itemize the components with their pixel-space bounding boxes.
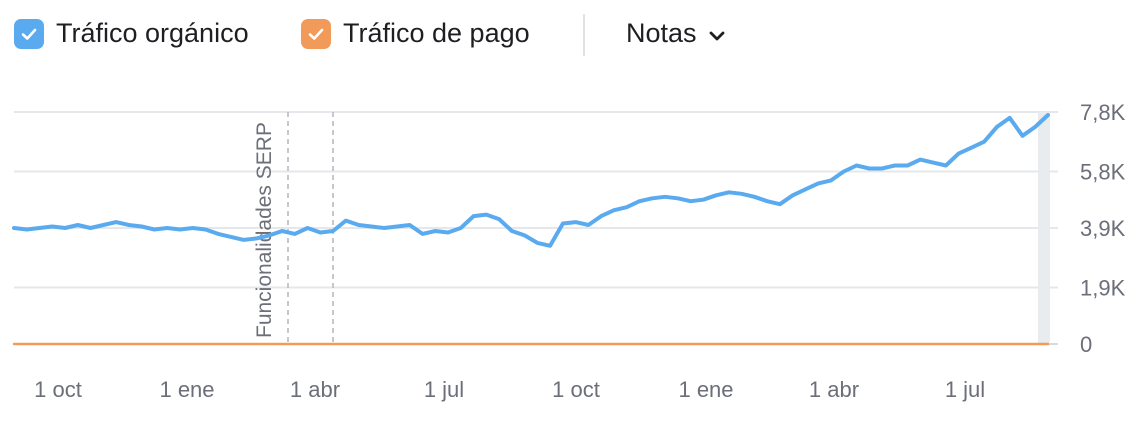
- x-tick-label: 1 jul: [945, 377, 985, 402]
- x-tick-label: 1 oct: [552, 377, 600, 402]
- x-tick-label: 1 jul: [424, 377, 464, 402]
- serp-annotation[interactable]: Funcionalidades SERP: [253, 112, 334, 344]
- legend-divider: [583, 14, 585, 56]
- y-tick-label: 0: [1080, 332, 1092, 357]
- notes-label: Notas: [626, 18, 697, 48]
- paid-checkbox[interactable]: [301, 18, 331, 49]
- chart-series: [12, 113, 1050, 346]
- legend-organic-label: Tráfico orgánico: [56, 18, 249, 48]
- current-period-highlight: [1038, 112, 1050, 344]
- x-tick-label: 1 ene: [159, 377, 214, 402]
- chevron-down-icon: [709, 31, 724, 40]
- x-tick-label: 1 abr: [290, 377, 340, 402]
- check-icon: [308, 28, 324, 40]
- organic-traffic-line: [12, 113, 1050, 248]
- y-tick-label: 5,8K: [1080, 159, 1126, 184]
- organic-checkbox[interactable]: [14, 18, 44, 49]
- annotation-label: Funcionalidades SERP: [253, 122, 276, 338]
- legend-paid-toggle[interactable]: Tráfico de pago: [301, 18, 530, 49]
- legend-organic-toggle[interactable]: Tráfico orgánico: [14, 18, 249, 49]
- y-tick-label: 1,9K: [1080, 275, 1126, 300]
- notes-dropdown[interactable]: Notas: [626, 18, 727, 49]
- legend-paid-label: Tráfico de pago: [343, 18, 530, 48]
- x-axis-labels: 1 oct 1 ene 1 abr 1 jul 1 oct 1 ene 1 abr 1 jul: [34, 377, 985, 402]
- check-icon: [21, 28, 37, 40]
- y-tick-label: 3,9K: [1080, 216, 1126, 241]
- traffic-chart: Funcionalidades SERP 7,8K 5,8K 3,9K 1,9K 0 1…: [12, 100, 1126, 402]
- x-tick-label: 1 oct: [34, 377, 82, 402]
- chart-legend: Tráfico orgánico Tráfico de pago Notas: [14, 14, 1146, 58]
- x-tick-label: 1 abr: [809, 377, 859, 402]
- y-tick-label: 7,8K: [1080, 100, 1126, 125]
- y-axis-labels: 7,8K 5,8K 3,9K 1,9K 0: [1080, 100, 1126, 357]
- x-tick-label: 1 ene: [678, 377, 733, 402]
